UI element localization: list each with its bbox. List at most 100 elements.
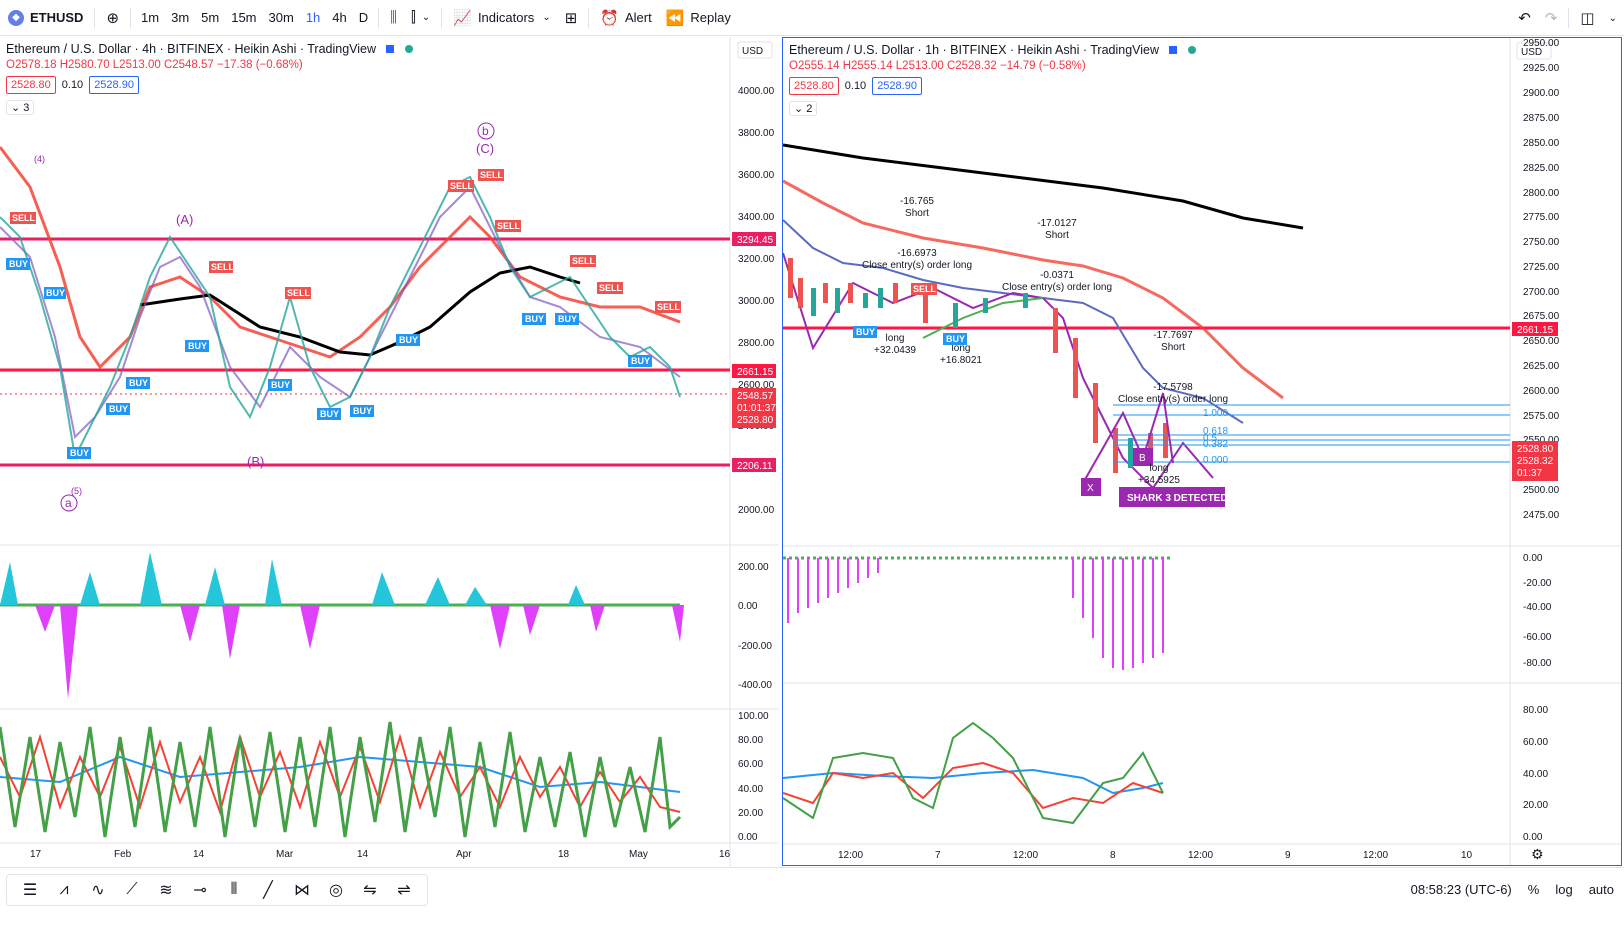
buy-button[interactable]: 2528.90 [89,76,139,94]
countdown-label: 01:37 [1517,468,1542,479]
status-dot-icon [1188,46,1197,54]
timeframe-30m[interactable]: 30m [268,10,294,25]
alarm-clock-icon: ⏰ [600,9,619,27]
timeframe-1m[interactable]: 1m [141,10,160,25]
ma-purple-line [0,185,681,440]
svg-text:Close entry(s) order long: Close entry(s) order long [1002,282,1112,293]
svg-text:BUY: BUY [129,378,148,388]
ray-tool-button[interactable]: ╱ [251,876,285,904]
sell-button[interactable]: 2528.80 [789,77,839,95]
layouts-button[interactable]: ⊞ [558,0,585,36]
lines-icon: ☰ [22,882,38,899]
undo-button[interactable]: ↶ [1511,0,1538,36]
indicators-button[interactable]: 📈 Indicators ⌄ [446,0,557,36]
svg-text:9: 9 [1285,850,1291,861]
timeframe-3m[interactable]: 3m [171,10,190,25]
left-chart-canvas[interactable]: SELL BUY BUY BUY BUY BUY BUY SELL BUY SE… [0,37,778,866]
settings-gear-icon[interactable]: ⚙ [1531,846,1544,862]
pattern-b-label: B [1139,453,1146,464]
right-chart-pane[interactable]: 1.000 0.618 0.5 0.382 0.000 X B SHARK 3 … [782,37,1622,866]
position-tool-button[interactable]: ⇋ [353,876,387,904]
wave-label-B: (B) [247,454,264,469]
vertical-lines-tool-button[interactable]: ⫴ [217,876,251,904]
indicators-collapse-button[interactable]: ⌄ 2 [789,101,818,116]
timeframe-15m[interactable]: 15m [231,10,257,25]
svg-text:-16.765: -16.765 [900,196,934,207]
fib-circle-tool-button[interactable]: ◎ [319,876,353,904]
channel-tool-button[interactable]: ≋ [149,876,183,904]
candles-icon: ⫿ [411,9,416,26]
timeframe-4h[interactable]: 4h [332,10,347,25]
level-label-2661: 2661.15 [1517,325,1554,336]
chart-type-candles-button[interactable]: ⫿ ⌄ [404,0,437,36]
compare-symbol-button[interactable]: ⊕ [99,0,126,36]
level-label-3294: 3294.45 [737,235,774,246]
svg-text:2550.00: 2550.00 [1523,435,1560,446]
horizontal-line-tool-button[interactable]: ⊸ [183,876,217,904]
left-price-axis[interactable]: USD 4000.00 3800.00 3600.00 3400.00 3200… [732,41,776,843]
clock-label[interactable]: 08:58:23 (UTC-6) [1410,882,1512,897]
pattern-tool-button[interactable]: ⩘ [47,876,81,904]
xabcd-icon: ⋈ [294,882,310,899]
svg-text:2600.00: 2600.00 [1523,386,1560,397]
symbol-search-button[interactable]: ◆ ETHUSD [0,0,90,36]
right-price-axis[interactable]: USD 2950.00 2925.00 2900.00 2875.00 2850… [1512,38,1560,843]
chart-type-bars-button[interactable]: ⫼ [383,0,404,36]
timeframe-5m[interactable]: 5m [201,10,220,25]
pattern-point-x [1081,478,1101,496]
right-chart-title[interactable]: Ethereum / U.S. Dollar · 1h · BITFINEX ·… [789,43,1197,57]
svg-text:2800.00: 2800.00 [738,338,775,349]
svg-text:-20.00: -20.00 [1523,578,1552,589]
xabcd-tool-button[interactable]: ⋈ [285,876,319,904]
alert-button[interactable]: ⏰ Alert [593,0,658,36]
svg-text:BUY: BUY [70,448,89,458]
svg-text:-17.0127: -17.0127 [1037,218,1077,229]
svg-text:BUY: BUY [9,259,28,269]
sell-button[interactable]: 2528.80 [6,76,56,94]
select-layout-button[interactable]: ◫ [1573,0,1601,36]
undo-icon: ↶ [1518,10,1531,27]
fib-retracement[interactable]: 1.000 0.618 0.5 0.382 0.000 [1113,404,1510,466]
svg-text:-17.5798: -17.5798 [1153,382,1193,393]
text-tool-button[interactable]: ☰ [13,876,47,904]
svg-text:3200.00: 3200.00 [738,254,775,265]
timeframe-d[interactable]: D [358,10,369,25]
more-button[interactable]: ⌄ [1602,0,1624,36]
auto-toggle[interactable]: auto [1588,882,1614,897]
svg-text:Close entry(s) order long: Close entry(s) order long [862,260,972,271]
left-time-axis[interactable]: 17 Feb 14 Mar 14 Apr 18 May 16 [30,849,731,860]
svg-text:2950.00: 2950.00 [1523,38,1560,49]
left-chart-title[interactable]: Ethereum / U.S. Dollar · 4h · BITFINEX ·… [6,42,414,56]
right-chart-canvas[interactable]: 1.000 0.618 0.5 0.382 0.000 X B SHARK 3 … [783,38,1621,865]
svg-text:-400.00: -400.00 [738,680,772,691]
svg-text:4000.00: 4000.00 [738,86,775,97]
range-tool-button[interactable]: ⇌ [387,876,421,904]
chevron-down-icon: ⌄ [421,12,431,23]
svg-text:Short: Short [905,208,929,219]
percent-toggle[interactable]: % [1527,882,1540,897]
currency-label: USD [742,46,763,57]
log-toggle[interactable]: log [1555,882,1573,897]
svg-text:2800.00: 2800.00 [1523,188,1560,199]
buy-button[interactable]: 2528.90 [872,77,922,95]
svg-text:20.00: 20.00 [1523,800,1548,811]
indicators-collapse-button[interactable]: ⌄ 3 [6,100,35,115]
trend-line-tool-button[interactable]: ⟋ [115,876,149,904]
wave-label-4: (4) [34,154,45,164]
redo-button[interactable]: ↷ [1538,0,1565,36]
svg-text:SHARK 3 DETECTED: SHARK 3 DETECTED [1127,493,1228,504]
flag-icon[interactable] [385,45,394,53]
left-chart-pane[interactable]: SELL BUY BUY BUY BUY BUY BUY SELL BUY SE… [0,37,778,866]
svg-text:-40.00: -40.00 [1523,602,1552,613]
replay-button[interactable]: ⏪ Replay [659,0,738,36]
svg-text:2625.00: 2625.00 [1523,361,1560,372]
svg-text:2475.00: 2475.00 [1523,510,1560,521]
right-time-axis[interactable]: 12:00 7 12:00 8 12:00 9 12:00 10 ⚙ [838,846,1544,862]
svg-text:BUY: BUY [525,314,544,324]
elliott-tool-button[interactable]: ∿ [81,876,115,904]
svg-text:16: 16 [719,849,731,860]
svg-text:SELL: SELL [450,181,474,191]
timeframe-1h[interactable]: 1h [305,10,321,25]
flag-icon[interactable] [1168,46,1177,54]
osc1-histogram [787,558,1164,670]
